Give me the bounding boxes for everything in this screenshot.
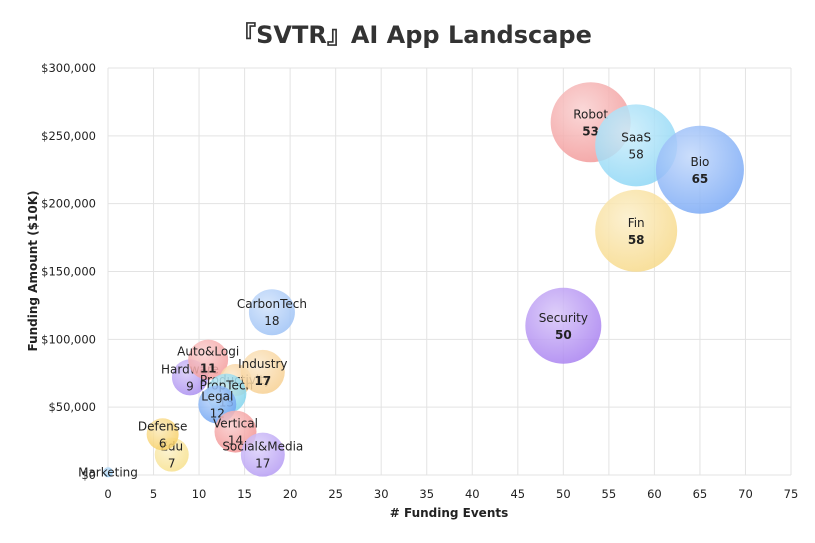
x-tick-label: 45: [510, 487, 525, 501]
x-tick-label: 35: [419, 487, 434, 501]
bubble-circle[interactable]: [655, 125, 744, 214]
bubble-value: 17: [255, 457, 270, 471]
bubble-defense[interactable]: Defense 6: [138, 418, 187, 451]
bubble-label: SaaS: [621, 130, 651, 144]
y-tick-label: $250,000: [41, 129, 96, 143]
y-tick-label: $0: [81, 468, 96, 482]
bubble-circle[interactable]: [103, 467, 113, 478]
x-tick-label: 20: [283, 487, 298, 501]
bubble-value: 18: [264, 314, 279, 328]
bubble-label: Marketing: [78, 465, 138, 479]
bubble-label: Social&Media: [222, 440, 303, 454]
bubbles: MarketingEdu7Defense6Hardware9Auto&Logi1…: [78, 82, 744, 479]
y-axis-ticks: $0 $50,000 $100,000 $150,000 $200,000 $250,00…: [41, 61, 96, 482]
x-tick-label: 50: [556, 487, 571, 501]
bubble-circle[interactable]: [595, 189, 678, 272]
x-tick-label: 75: [784, 487, 799, 501]
bubble-value: 11: [200, 362, 217, 376]
x-tick-label: 0: [104, 487, 111, 501]
bubble-fin[interactable]: Fin 58: [595, 189, 678, 272]
bubble-label: Vertical: [213, 417, 258, 431]
bubble-industry[interactable]: Industry 17: [238, 349, 287, 394]
bubble-label: Security: [539, 311, 588, 325]
x-tick-label: 25: [328, 487, 343, 501]
x-tick-label: 40: [465, 487, 480, 501]
bubble-social-media[interactable]: Social&Media 17: [222, 432, 303, 477]
x-tick-label: 10: [192, 487, 207, 501]
x-tick-label: 30: [374, 487, 389, 501]
bubble-value: 9: [186, 379, 194, 393]
x-tick-label: 65: [693, 487, 708, 501]
bubble-bio[interactable]: Bio 65: [655, 125, 744, 214]
y-tick-label: $50,000: [48, 400, 96, 414]
bubble-value: 6: [159, 436, 167, 450]
bubble-label: Robot: [573, 107, 608, 121]
bubble-label: Industry: [238, 357, 287, 371]
bubble-value: 53: [582, 124, 599, 138]
bubble-circle[interactable]: [525, 287, 602, 364]
bubble-value: 50: [555, 328, 572, 342]
bubble-value: 17: [254, 374, 271, 388]
bubble-label: Auto&Logi: [177, 345, 239, 359]
bubble-value: 14: [228, 434, 243, 448]
bubble-value: 58: [629, 147, 644, 161]
x-tick-label: 55: [602, 487, 617, 501]
bubble-circle[interactable]: [146, 418, 179, 451]
bubble-security[interactable]: Security 50: [525, 287, 602, 364]
chart-title: 『SVTR』AI App Landscape: [232, 21, 592, 49]
bubble-carbontech[interactable]: CarbonTech 18: [237, 289, 307, 336]
bubble-label: Defense: [138, 419, 187, 433]
bubble-label: CarbonTech: [237, 297, 307, 311]
x-tick-label: 5: [150, 487, 157, 501]
x-tick-label: 15: [237, 487, 252, 501]
y-tick-label: $300,000: [41, 61, 96, 75]
bubble-label: Fin: [628, 216, 645, 230]
bubble-auto-logi[interactable]: Auto&Logi 11: [177, 339, 239, 380]
bubble-label: Bio: [690, 155, 709, 169]
y-tick-label: $200,000: [41, 197, 96, 211]
bubble-circle[interactable]: [240, 349, 285, 394]
y-tick-label: $100,000: [41, 332, 96, 346]
bubble-circle[interactable]: [248, 289, 295, 336]
x-axis-title: # Funding Events: [390, 506, 509, 520]
y-axis-title: Funding Amount ($10K): [26, 190, 40, 351]
bubble-circle[interactable]: [188, 339, 229, 380]
x-axis-ticks: 0 5 10 15 20 25 30 35 40 45 50 55 60 65 70 75: [104, 487, 798, 501]
bubble-marketing[interactable]: Marketing: [78, 465, 138, 479]
x-tick-label: 70: [738, 487, 753, 501]
bubble-value: 65: [692, 172, 709, 186]
bubble-circle[interactable]: [240, 432, 285, 477]
y-tick-label: $150,000: [41, 265, 96, 279]
bubble-value: 7: [168, 457, 176, 471]
bubble-value: 58: [628, 233, 645, 247]
bubble-label: Legal: [201, 389, 233, 403]
x-tick-label: 60: [647, 487, 662, 501]
